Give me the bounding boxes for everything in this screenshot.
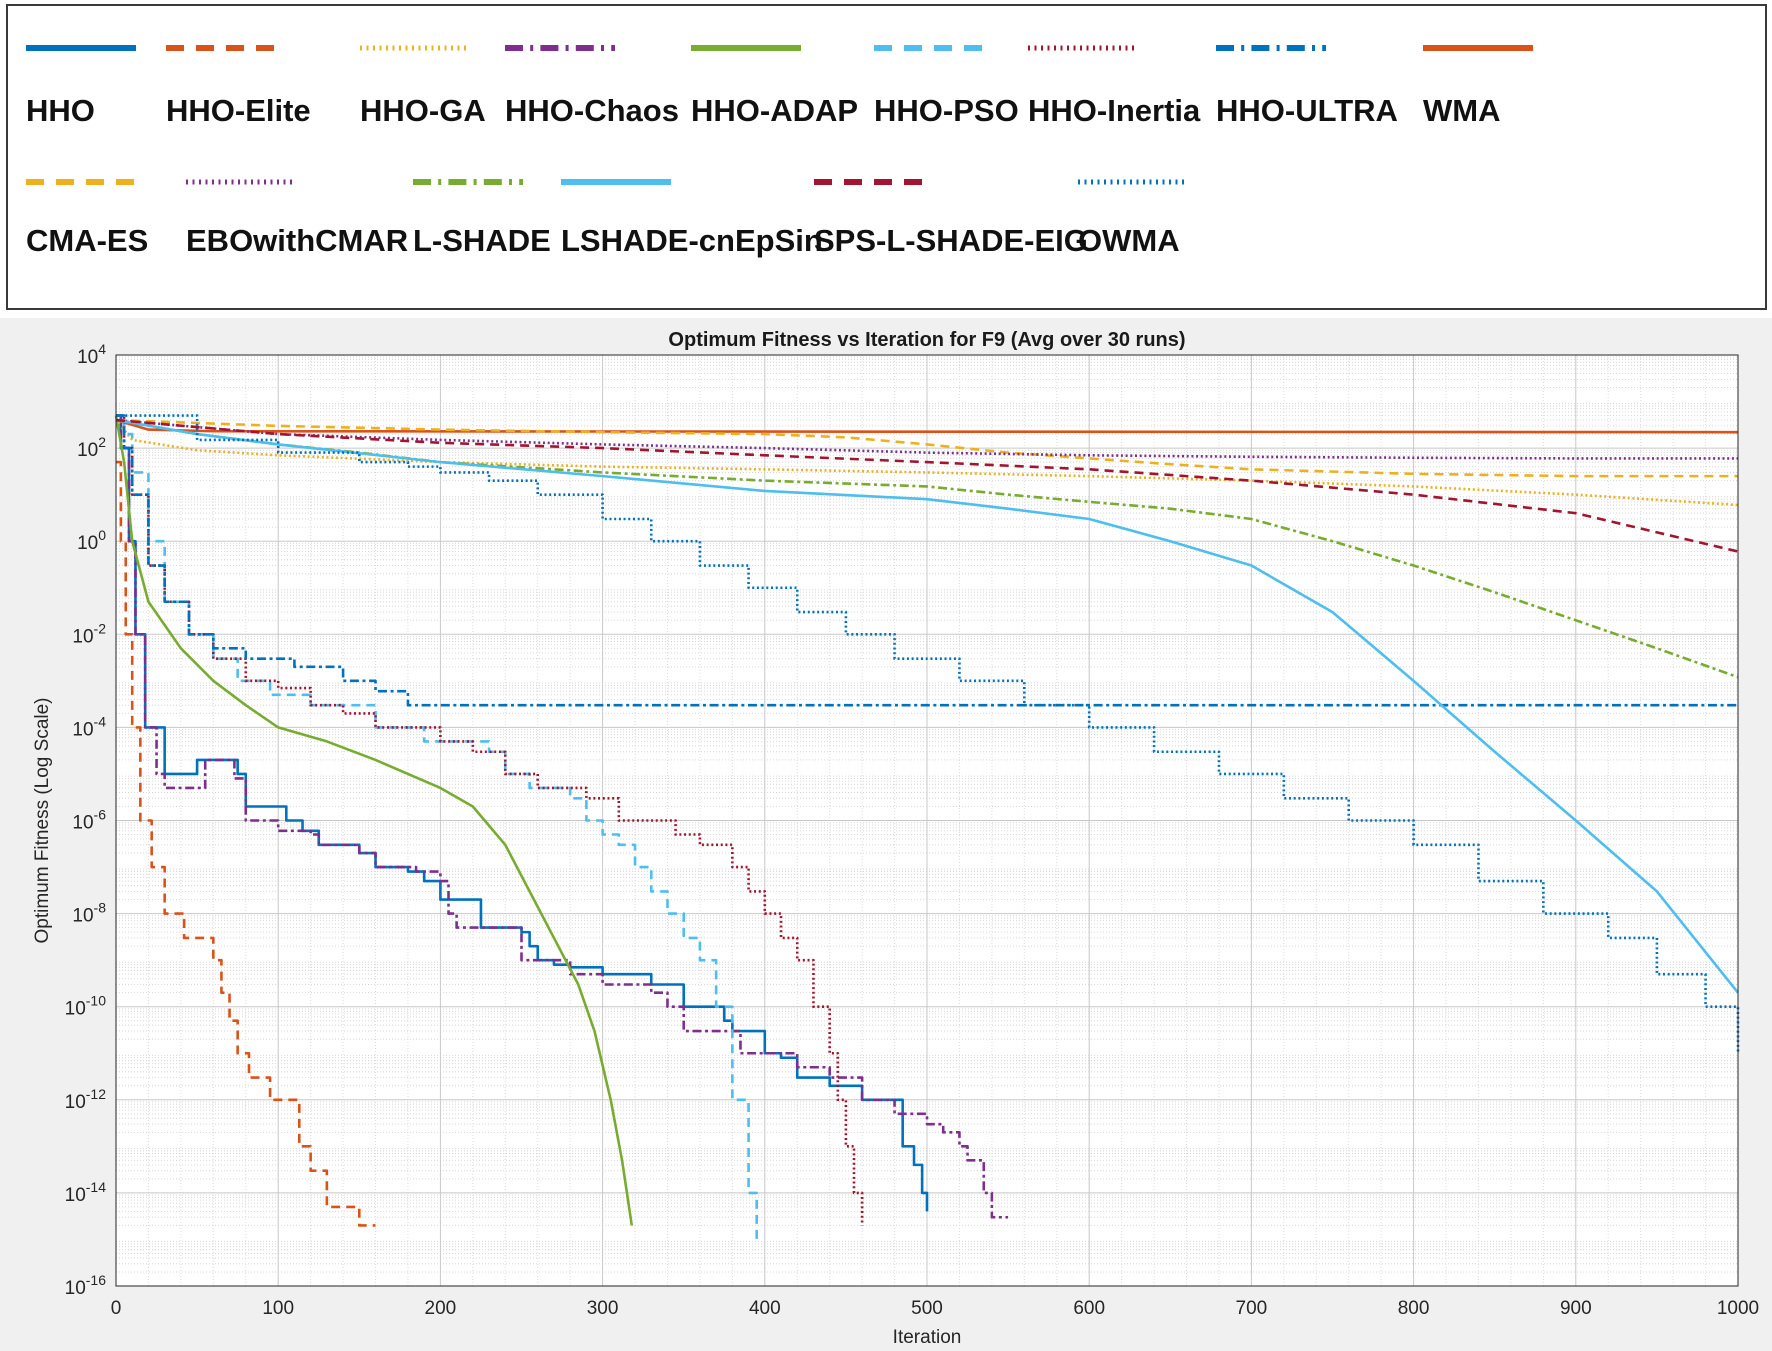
series-line-owma: [116, 414, 1740, 1054]
series-line-cma-es: [115, 418, 1738, 478]
y-tick-label: 10-2: [72, 620, 106, 647]
y-tick-exp: -16: [86, 1272, 106, 1288]
x-tick-label: 600: [1073, 1298, 1105, 1319]
series-line-hho-chaos: [116, 414, 1009, 1219]
plot-frame: [115, 354, 1739, 1287]
legend-entry: SPS-L-SHADE-EIG: [814, 179, 1088, 258]
y-tick-base: 10: [72, 813, 93, 834]
y-tick-exp: -12: [86, 1086, 106, 1102]
y-tick-label: 10-4: [72, 713, 106, 740]
x-tick-label: 800: [1398, 1298, 1430, 1319]
series-line-hho-ultra: [116, 414, 1738, 707]
y-tick-label: 104: [77, 341, 106, 368]
legend-entry: HHO-PSO: [874, 45, 1019, 128]
series-line-hho-elite: [116, 460, 376, 1227]
y-tick-base: 10: [65, 999, 86, 1020]
y-tick-exp: -8: [94, 900, 107, 916]
y-tick-label: 10-6: [72, 807, 106, 834]
y-tick-base: 10: [77, 533, 98, 554]
legend-entry: HHO-Inertia: [1028, 45, 1201, 128]
series-line-hho-inertia: [116, 414, 864, 1226]
legend-label: CMA-ES: [26, 223, 148, 258]
y-tick-label: 100: [77, 527, 106, 554]
y-tick-exp: -10: [86, 993, 106, 1009]
x-tick-label: 0: [111, 1298, 122, 1319]
tick-layer: 10410210010-210-410-610-810-1010-1210-14…: [65, 341, 1760, 1319]
y-tick-base: 10: [65, 1092, 86, 1113]
x-tick-label: 500: [911, 1298, 943, 1319]
y-tick-base: 10: [72, 906, 93, 927]
legend-label: HHO-PSO: [874, 93, 1019, 128]
legend-label: WMA: [1423, 93, 1500, 128]
legend-entry: CMA-ES: [26, 179, 148, 258]
legend-entry: L-SHADE: [413, 179, 551, 258]
y-tick-base: 10: [77, 347, 98, 368]
x-tick-label: 300: [587, 1298, 619, 1319]
legend-entry: HHO-Elite: [166, 45, 311, 128]
legend-label: LSHADE-cnEpSin: [561, 223, 823, 258]
legend-label: L-SHADE: [413, 223, 551, 258]
x-tick-label: 200: [425, 1298, 457, 1319]
legend-label: HHO-GA: [360, 93, 486, 128]
series-layer: [114, 414, 1740, 1240]
series-line-hho: [116, 414, 929, 1212]
legend-svg: HHO HHO-Elite HHO-GA HHO-Chaos HHO-ADAP HHO-P…: [26, 45, 1533, 258]
legend-entry: WMA: [1423, 45, 1533, 128]
y-tick-exp: 0: [98, 527, 106, 543]
x-tick-label: 700: [1236, 1298, 1268, 1319]
y-tick-base: 10: [72, 626, 93, 647]
legend-entry: EBOwithCMAR: [186, 179, 408, 258]
y-tick-base: 10: [65, 1185, 86, 1206]
legend-entry: HHO-GA: [360, 45, 486, 128]
y-tick-exp: 4: [98, 341, 106, 357]
legend-entry: LSHADE-cnEpSin: [561, 179, 823, 258]
y-tick-exp: -2: [94, 620, 107, 636]
y-tick-base: 10: [72, 719, 93, 740]
y-tick-exp: -14: [86, 1179, 106, 1195]
chart-svg: 10410210010-210-410-610-810-1010-1210-14…: [32, 329, 1760, 1348]
x-tick-label: 100: [262, 1298, 294, 1319]
series-line-sps-l-shade-eig: [115, 418, 1739, 553]
legend-label: HHO-ULTRA: [1216, 93, 1398, 128]
y-tick-label: 10-14: [65, 1179, 107, 1206]
legend-entry: HHO: [26, 45, 136, 128]
legend-label: HHO-ADAP: [691, 93, 858, 128]
y-tick-label: 102: [77, 434, 106, 461]
chart-title: Optimum Fitness vs Iteration for F9 (Avg…: [668, 329, 1185, 351]
legend-label: HHO: [26, 93, 95, 128]
y-axis-label: Optimum Fitness (Log Scale): [32, 697, 53, 943]
series-line-hho-adap: [114, 415, 634, 1226]
x-axis-label: Iteration: [893, 1327, 962, 1348]
x-tick-label: 900: [1560, 1298, 1592, 1319]
legend-entry: HHO-ADAP: [691, 45, 858, 128]
plot-panel: 104 102 100 10-2 10-4 10-6 10-8 10-10 10-12 10-14…: [0, 318, 1772, 1351]
x-tick-label: 1000: [1717, 1298, 1759, 1319]
legend-entry: OWMA: [1078, 179, 1188, 258]
series-line-hho-ga: [114, 419, 1739, 507]
y-tick-label: 10-16: [65, 1272, 107, 1299]
y-tick-base: 10: [65, 1278, 86, 1299]
legend-label: HHO-Elite: [166, 93, 311, 128]
y-tick-exp: -6: [94, 807, 107, 823]
y-tick-label: 10-8: [72, 900, 106, 927]
legend-entry: HHO-ULTRA: [1216, 45, 1398, 128]
y-tick-exp: -4: [94, 713, 107, 729]
legend-label: EBOwithCMAR: [186, 223, 408, 258]
y-tick-exp: 2: [98, 434, 106, 450]
legend-entry: HHO-Chaos: [505, 45, 679, 128]
series-line-lshade-cnepsin: [115, 418, 1740, 994]
y-tick-label: 10-10: [65, 993, 107, 1020]
legend-label: SPS-L-SHADE-EIG: [814, 223, 1088, 258]
legend-label: HHO-Chaos: [505, 93, 679, 128]
y-tick-label: 10-12: [65, 1086, 107, 1113]
x-tick-label: 400: [749, 1298, 781, 1319]
legend-label: HHO-Inertia: [1028, 93, 1201, 128]
legend-label: OWMA: [1078, 223, 1180, 258]
legend: HHO HHO-Elite HHO-GA HHO-Chaos HHO-ADAP HHO-P…: [6, 4, 1767, 310]
y-tick-base: 10: [77, 440, 98, 461]
